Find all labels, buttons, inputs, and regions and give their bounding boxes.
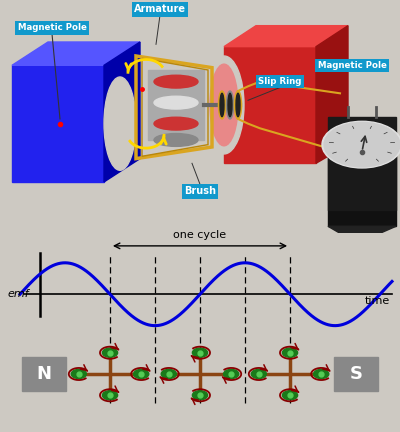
Bar <box>148 70 204 140</box>
Ellipse shape <box>228 93 232 117</box>
Bar <box>334 357 378 391</box>
Ellipse shape <box>218 91 226 119</box>
Ellipse shape <box>154 117 198 130</box>
Polygon shape <box>328 226 396 233</box>
Text: time: time <box>365 296 390 306</box>
Text: one cycle: one cycle <box>174 230 226 240</box>
Circle shape <box>314 369 329 378</box>
Circle shape <box>71 369 86 378</box>
Ellipse shape <box>204 56 244 154</box>
Ellipse shape <box>154 96 198 109</box>
Ellipse shape <box>210 64 238 146</box>
Text: emf: emf <box>7 289 29 299</box>
Ellipse shape <box>104 77 136 170</box>
Circle shape <box>224 369 239 378</box>
Text: Slip Ring: Slip Ring <box>258 77 302 86</box>
Text: Brush: Brush <box>184 186 216 196</box>
Polygon shape <box>316 25 348 163</box>
Circle shape <box>251 369 266 378</box>
Polygon shape <box>12 65 104 182</box>
Circle shape <box>282 391 298 400</box>
Text: Armature: Armature <box>134 4 186 14</box>
Polygon shape <box>328 117 396 210</box>
Ellipse shape <box>236 93 240 117</box>
Circle shape <box>192 348 208 357</box>
Circle shape <box>161 369 176 378</box>
Bar <box>22 357 66 391</box>
Circle shape <box>134 369 149 378</box>
Text: N: N <box>36 365 52 383</box>
Polygon shape <box>328 152 396 210</box>
Polygon shape <box>12 42 140 65</box>
Circle shape <box>192 391 208 400</box>
Text: S: S <box>350 365 362 383</box>
Ellipse shape <box>220 93 224 117</box>
Ellipse shape <box>154 75 198 88</box>
Polygon shape <box>224 25 348 47</box>
Ellipse shape <box>226 91 234 119</box>
Polygon shape <box>328 210 396 226</box>
Circle shape <box>282 348 298 357</box>
Circle shape <box>102 391 118 400</box>
Polygon shape <box>104 42 140 182</box>
Circle shape <box>324 123 400 167</box>
Text: Magnetic Pole: Magnetic Pole <box>18 23 86 32</box>
Ellipse shape <box>154 133 198 146</box>
Text: Magnetic Pole: Magnetic Pole <box>318 61 386 70</box>
Polygon shape <box>224 47 316 163</box>
Ellipse shape <box>234 91 242 119</box>
Circle shape <box>102 348 118 357</box>
Circle shape <box>322 121 400 168</box>
